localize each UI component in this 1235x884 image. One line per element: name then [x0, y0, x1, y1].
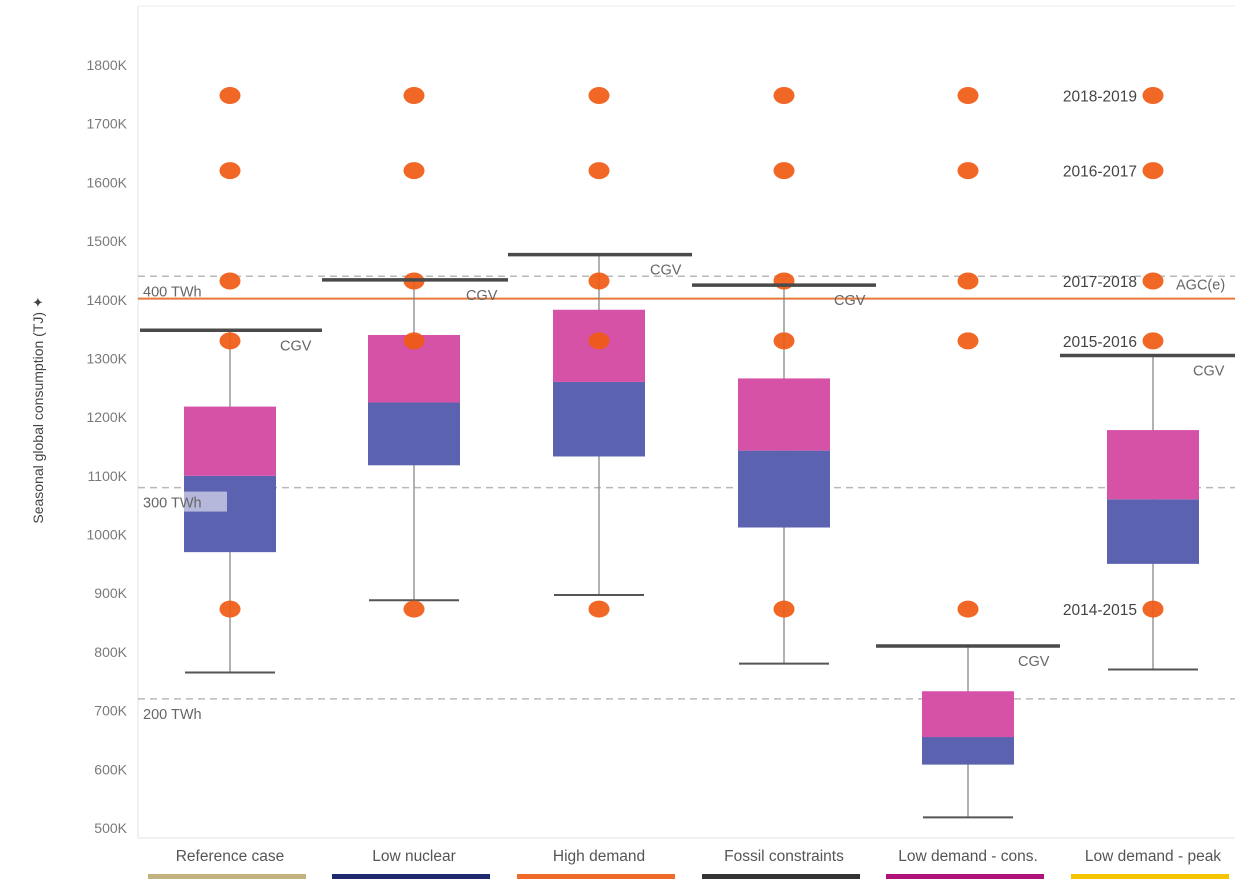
year-label: 2015-2016	[1063, 334, 1137, 351]
year-dot	[957, 600, 979, 618]
y-tick-label: 1000K	[87, 527, 128, 543]
y-axis-label: Seasonal global consumption (TJ) ✦	[30, 296, 46, 524]
year-label: 2017-2018	[1063, 274, 1137, 291]
reference-line-label: 400 TWh	[143, 284, 202, 300]
reference-line-label: 300 TWh	[143, 496, 202, 512]
box-lower	[1107, 499, 1199, 564]
year-dot	[773, 87, 795, 105]
category-color-swatch	[1071, 874, 1229, 879]
year-dot	[219, 272, 241, 290]
reference-label-bg	[139, 491, 227, 512]
year-dot	[957, 87, 979, 105]
year-label: 2014-2015	[1063, 602, 1137, 619]
category-color-swatch	[517, 874, 675, 879]
cgv-label: CGV	[466, 288, 498, 304]
category-label: Fossil constraints	[724, 848, 844, 865]
box-lower	[738, 450, 830, 528]
year-label: 2018-2019	[1063, 89, 1137, 106]
y-tick-label: 1800K	[87, 57, 128, 73]
category-label: Low demand - cons.	[898, 848, 1038, 865]
y-tick-label: 900K	[94, 585, 127, 601]
year-dot	[773, 162, 795, 180]
category-label: High demand	[553, 848, 645, 865]
year-dot	[219, 162, 241, 180]
category-color-swatch	[148, 874, 306, 879]
year-label: 2016-2017	[1063, 164, 1137, 181]
y-tick-label: 600K	[94, 761, 127, 777]
category-label: Low nuclear	[372, 848, 456, 865]
box-lower	[553, 381, 645, 457]
category-label: Reference case	[176, 848, 285, 865]
cgv-label: CGV	[834, 293, 866, 309]
cgv-label: CGV	[280, 338, 312, 354]
year-dot	[588, 332, 610, 350]
year-dot	[773, 272, 795, 290]
year-dot	[219, 600, 241, 618]
y-tick-label: 1600K	[87, 174, 128, 190]
year-dot	[403, 87, 425, 105]
y-tick-label: 1100K	[88, 468, 128, 484]
year-dot	[957, 272, 979, 290]
box-lower	[184, 475, 276, 553]
year-dot	[219, 87, 241, 105]
year-dot	[588, 600, 610, 618]
cgv-label: CGV	[1018, 654, 1050, 670]
y-tick-label: 1300K	[87, 350, 128, 366]
y-tick-label: 1700K	[87, 116, 128, 132]
agc-line-label: AGC(e)	[1176, 278, 1225, 294]
year-dot	[957, 162, 979, 180]
year-dot	[588, 87, 610, 105]
box-lower	[368, 402, 460, 466]
year-dot	[773, 332, 795, 350]
category-label: Low demand - peak	[1085, 848, 1221, 865]
y-tick-label: 500K	[94, 820, 127, 836]
reference-line-label: 200 TWh	[143, 707, 202, 723]
year-dot	[1142, 600, 1164, 618]
y-tick-label: 700K	[94, 703, 127, 719]
box-upper	[184, 406, 276, 476]
box-lower	[922, 737, 1014, 765]
box-upper	[922, 691, 1014, 738]
category-color-swatch	[886, 874, 1044, 879]
year-dot	[773, 600, 795, 618]
year-dot	[1142, 87, 1164, 105]
cgv-label: CGV	[650, 263, 682, 279]
year-dot	[957, 332, 979, 350]
category-color-swatch	[702, 874, 860, 879]
box-upper	[1107, 430, 1199, 500]
y-tick-label: 800K	[94, 644, 127, 660]
cgv-label: CGV	[1193, 364, 1225, 380]
y-tick-label: 1400K	[87, 292, 128, 308]
year-dot	[403, 332, 425, 350]
year-dot	[219, 332, 241, 350]
category-color-swatch	[332, 874, 490, 879]
year-dot	[1142, 162, 1164, 180]
y-tick-label: 1200K	[87, 409, 128, 425]
year-dot	[403, 162, 425, 180]
year-dot	[588, 272, 610, 290]
year-dot	[1142, 272, 1164, 290]
box-upper	[738, 378, 830, 451]
year-dot	[403, 600, 425, 618]
y-tick-label: 1500K	[87, 233, 128, 249]
year-dot	[588, 162, 610, 180]
year-dot	[1142, 332, 1164, 350]
